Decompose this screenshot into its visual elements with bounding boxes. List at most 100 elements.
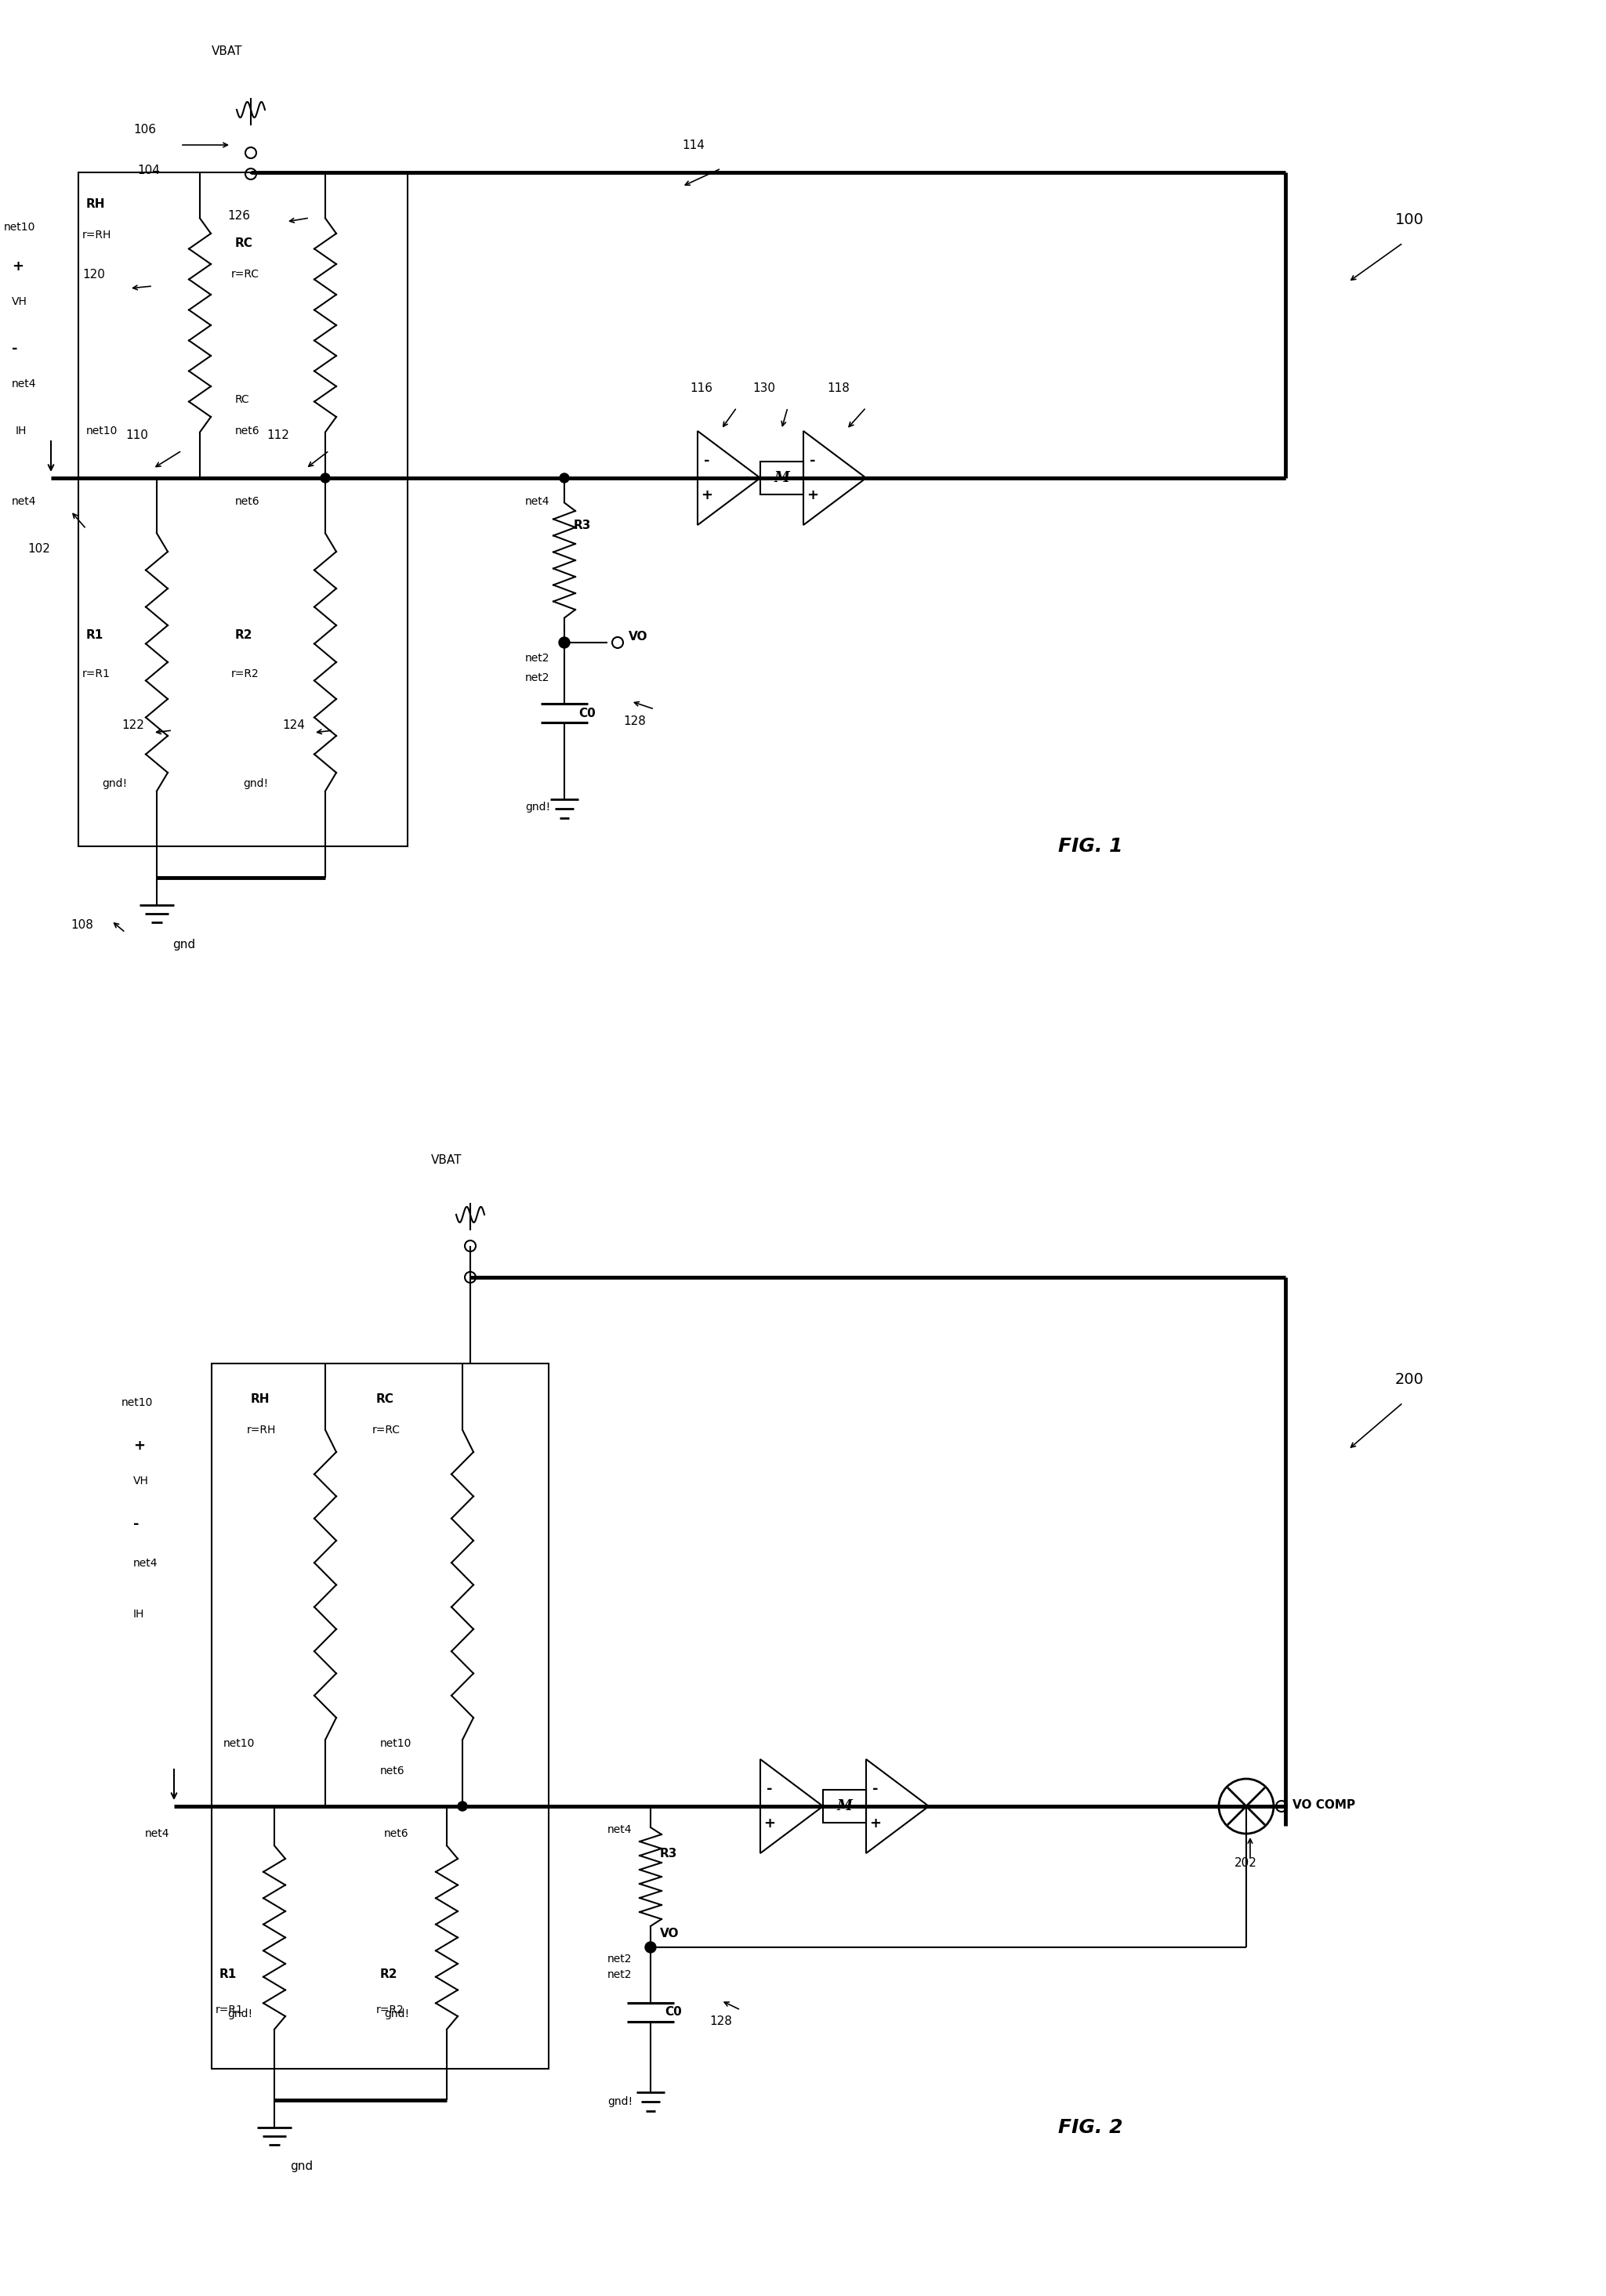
Text: VO: VO <box>628 631 647 643</box>
Text: R1: R1 <box>220 1970 238 1981</box>
Text: 128: 128 <box>623 714 646 728</box>
Text: net4: net4 <box>11 496 37 507</box>
Text: C0: C0 <box>665 2007 681 2018</box>
Text: VH: VH <box>11 296 27 308</box>
Text: RC: RC <box>234 395 251 404</box>
Bar <box>822 1791 866 1823</box>
Text: 122: 122 <box>122 719 145 730</box>
Text: R2: R2 <box>381 1970 398 1981</box>
Text: net4: net4 <box>11 379 37 390</box>
Text: -: - <box>872 1782 878 1795</box>
Text: gnd: gnd <box>291 2161 313 2172</box>
Text: M: M <box>774 471 790 484</box>
Text: FIG. 2: FIG. 2 <box>1058 2119 1123 2138</box>
Text: gnd!: gnd! <box>101 778 127 790</box>
Text: r=R1: r=R1 <box>82 668 111 680</box>
Text: C0: C0 <box>578 707 596 719</box>
Text: r=RC: r=RC <box>231 269 260 280</box>
Text: 124: 124 <box>283 719 305 730</box>
Text: 200: 200 <box>1396 1371 1425 1387</box>
Text: 120: 120 <box>82 269 104 280</box>
Text: 112: 112 <box>267 429 289 441</box>
Text: VH: VH <box>133 1476 149 1486</box>
Text: RH: RH <box>87 197 106 209</box>
Text: r=RC: r=RC <box>373 1424 400 1435</box>
Text: VBAT: VBAT <box>212 46 243 57</box>
Text: r=RH: r=RH <box>82 230 111 241</box>
Text: VO COMP: VO COMP <box>1293 1798 1355 1812</box>
Bar <box>79 478 408 847</box>
Text: +: + <box>764 1816 776 1830</box>
Text: net10: net10 <box>3 223 35 232</box>
Text: 102: 102 <box>27 542 50 553</box>
Text: R2: R2 <box>234 629 252 641</box>
Text: net4: net4 <box>607 1825 633 1835</box>
Text: -: - <box>703 455 710 468</box>
Text: net10: net10 <box>223 1738 255 1750</box>
Bar <box>212 1364 549 1807</box>
Bar <box>212 1807 549 2069</box>
Text: net6: net6 <box>384 1828 410 1839</box>
Text: 106: 106 <box>133 124 156 135</box>
Text: r=RH: r=RH <box>247 1424 276 1435</box>
Text: 108: 108 <box>71 918 93 930</box>
Text: R3: R3 <box>573 519 591 530</box>
Text: r=R1: r=R1 <box>215 2004 244 2016</box>
Text: 110: 110 <box>125 429 148 441</box>
Text: M: M <box>837 1800 853 1814</box>
Text: net4: net4 <box>525 496 549 507</box>
Text: 104: 104 <box>137 165 159 177</box>
Text: 114: 114 <box>683 140 705 152</box>
Text: R1: R1 <box>87 629 104 641</box>
Text: +: + <box>702 489 713 503</box>
Text: FIG. 1: FIG. 1 <box>1058 838 1123 856</box>
Text: VBAT: VBAT <box>432 1155 463 1166</box>
Circle shape <box>559 636 570 647</box>
Text: gnd!: gnd! <box>525 801 551 813</box>
Text: gnd!: gnd! <box>243 778 268 790</box>
Text: +: + <box>806 489 819 503</box>
Text: R3: R3 <box>660 1848 678 1860</box>
Text: 202: 202 <box>1235 1857 1257 1869</box>
Text: VO: VO <box>660 1926 679 1940</box>
Circle shape <box>646 1942 655 1954</box>
Text: net4: net4 <box>145 1828 170 1839</box>
Text: 116: 116 <box>689 381 713 395</box>
Text: net6: net6 <box>381 1766 405 1777</box>
Text: net2: net2 <box>525 673 549 684</box>
Text: 126: 126 <box>228 209 251 220</box>
Text: +: + <box>133 1440 145 1453</box>
Text: net2: net2 <box>607 1954 633 1965</box>
Text: net6: net6 <box>234 496 260 507</box>
Circle shape <box>559 473 569 482</box>
Text: 130: 130 <box>753 381 776 395</box>
Text: net10: net10 <box>381 1738 411 1750</box>
Text: net2: net2 <box>607 1970 633 1979</box>
Circle shape <box>458 1802 467 1812</box>
Text: -: - <box>766 1782 772 1795</box>
Text: RC: RC <box>234 236 254 248</box>
Text: -: - <box>133 1518 140 1531</box>
Text: -: - <box>809 455 816 468</box>
Text: net10: net10 <box>122 1398 153 1407</box>
Text: gnd!: gnd! <box>228 2009 252 2020</box>
Text: r=R2: r=R2 <box>231 668 259 680</box>
Text: 100: 100 <box>1396 211 1425 227</box>
Text: IH: IH <box>16 425 27 436</box>
Text: r=R2: r=R2 <box>376 2004 405 2016</box>
Text: IH: IH <box>133 1609 145 1619</box>
Text: net2: net2 <box>525 652 549 664</box>
Text: gnd!: gnd! <box>607 2096 633 2108</box>
Text: 128: 128 <box>710 2016 732 2027</box>
Text: gnd!: gnd! <box>384 2009 410 2020</box>
Circle shape <box>321 473 329 482</box>
Text: net6: net6 <box>234 425 260 436</box>
Text: 118: 118 <box>827 381 850 395</box>
Text: net4: net4 <box>133 1557 157 1568</box>
Text: gnd: gnd <box>172 939 196 951</box>
Text: net10: net10 <box>87 425 117 436</box>
Text: RC: RC <box>376 1394 393 1405</box>
Text: -: - <box>11 342 18 356</box>
Bar <box>79 172 408 478</box>
Bar <box>760 461 803 494</box>
